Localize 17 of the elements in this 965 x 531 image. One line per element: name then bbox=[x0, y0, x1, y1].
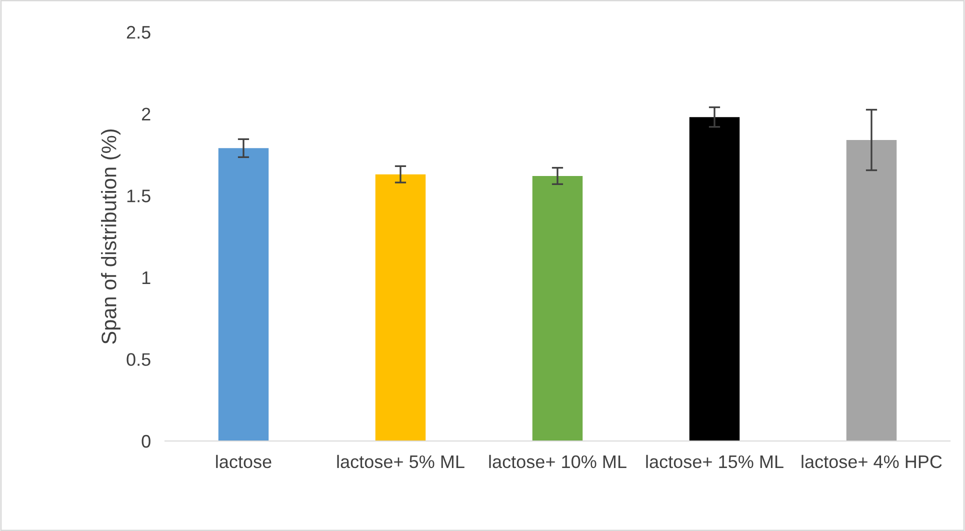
bar bbox=[532, 176, 583, 441]
y-axis-title: Span of distribution (%) bbox=[101, 130, 120, 344]
x-tick-label: lactose+ 15% ML bbox=[646, 454, 784, 468]
x-tick-label: lactose+ 5% ML bbox=[337, 454, 464, 468]
bar bbox=[689, 117, 740, 441]
y-tick-label: 1 bbox=[142, 272, 150, 284]
x-tick-label: lactose+ 4% HPC bbox=[802, 454, 942, 468]
y-tick-label: 0 bbox=[142, 434, 150, 448]
x-tick-label: lactose+ 10% ML bbox=[489, 454, 626, 468]
y-tick-label: 0.5 bbox=[126, 353, 150, 366]
y-tick-label: 1.5 bbox=[127, 190, 150, 202]
bar bbox=[375, 174, 426, 441]
bar bbox=[846, 140, 897, 441]
y-tick-label: 2.5 bbox=[126, 26, 150, 39]
y-tick-label: 2 bbox=[142, 108, 150, 120]
x-tick-label: lactose bbox=[216, 454, 272, 468]
bar bbox=[218, 148, 269, 441]
